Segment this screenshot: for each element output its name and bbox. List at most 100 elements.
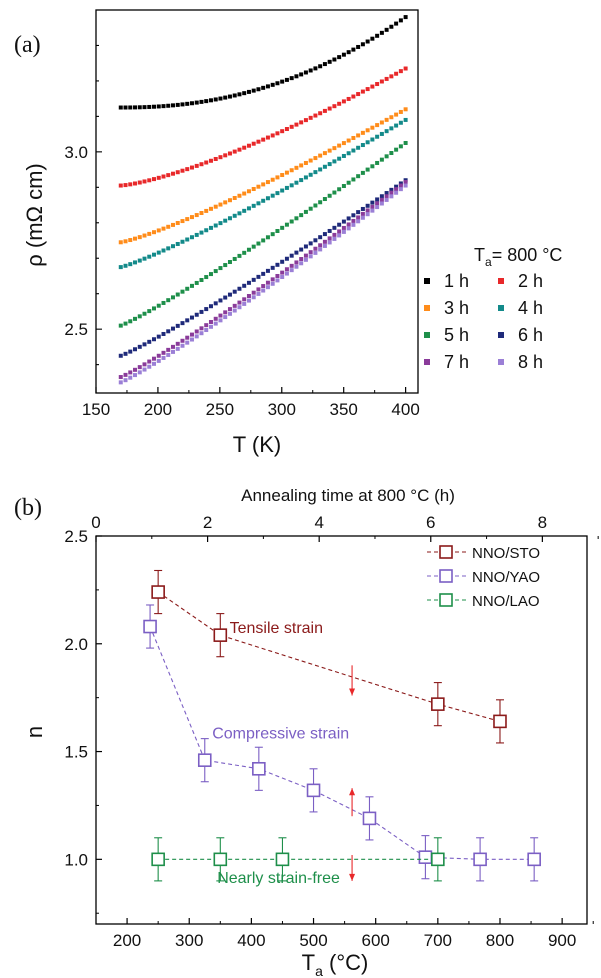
data-point — [227, 292, 232, 297]
data-point — [379, 194, 384, 199]
data-point — [256, 274, 261, 279]
data-point — [270, 277, 275, 282]
x-tick-label: 200 — [144, 400, 172, 419]
data-point — [318, 153, 323, 158]
data-point — [161, 104, 166, 109]
data-point — [322, 151, 327, 156]
data-point — [152, 230, 157, 235]
data-point — [384, 129, 389, 134]
data-point — [242, 250, 247, 255]
x-title-main: T — [302, 950, 315, 975]
data-point — [180, 239, 185, 244]
data-point — [284, 185, 289, 190]
annotation: Compressive strain — [212, 726, 349, 743]
data-point — [232, 308, 237, 313]
data-point — [197, 753, 212, 767]
x-tick-label: 400 — [237, 931, 265, 950]
data-point — [142, 311, 147, 316]
legend-marker — [424, 332, 430, 338]
data-point — [294, 216, 299, 221]
data-point — [294, 250, 299, 255]
panel-a: (a) 150 200 250 300 350 400 2.5 3.0 T (K) ρ (mΩ… — [14, 9, 563, 457]
data-point — [289, 76, 294, 81]
data-point — [199, 309, 204, 314]
data-point — [280, 79, 285, 84]
series-6h — [118, 178, 408, 358]
data-point — [341, 99, 346, 104]
x-title-sub: a — [315, 963, 323, 978]
data-point — [218, 313, 223, 318]
data-point — [232, 195, 237, 200]
x-tick-label: 900 — [548, 931, 576, 950]
data-point — [303, 70, 308, 75]
data-point — [299, 120, 304, 125]
data-point — [118, 323, 123, 328]
x-title-rest: (°C) — [323, 950, 368, 975]
data-point — [251, 141, 256, 146]
data-point — [194, 163, 199, 168]
data-point — [365, 128, 370, 133]
data-point — [332, 146, 337, 151]
data-point — [337, 229, 342, 234]
data-point — [360, 89, 365, 94]
data-point — [280, 270, 285, 275]
data-point — [170, 103, 175, 108]
data-point — [161, 331, 166, 336]
data-point — [308, 172, 313, 177]
legend-label: 1 h — [444, 271, 469, 291]
panel-b-label: (b) — [14, 495, 42, 521]
data-point — [389, 151, 394, 156]
data-point — [299, 72, 304, 77]
data-point — [123, 105, 128, 110]
data-point — [261, 198, 266, 203]
data-point — [133, 373, 138, 378]
data-point — [379, 131, 384, 136]
data-point — [337, 101, 342, 106]
arrow-head — [349, 688, 356, 696]
data-point — [294, 264, 299, 269]
data-point — [346, 216, 351, 221]
data-point — [284, 267, 289, 272]
data-point — [270, 265, 275, 270]
data-point — [337, 156, 342, 161]
data-point — [242, 91, 247, 96]
panel-b-y-axis-title: n — [22, 726, 47, 738]
data-point — [346, 226, 351, 231]
data-point — [289, 263, 294, 268]
data-point — [313, 246, 318, 251]
legend-label: 3 h — [444, 298, 469, 318]
annotation: Tensile strain — [230, 620, 323, 637]
data-point — [365, 140, 370, 145]
data-point — [204, 160, 209, 165]
data-point — [356, 92, 361, 97]
arrow-head — [349, 873, 356, 881]
data-point — [142, 367, 147, 372]
data-point — [303, 175, 308, 180]
data-point — [252, 761, 266, 776]
legend-title-rest: = 800 °C — [492, 245, 563, 265]
data-point — [123, 183, 128, 188]
data-point — [379, 120, 384, 125]
data-point — [256, 291, 261, 296]
data-point — [237, 211, 242, 216]
data-point — [398, 144, 403, 149]
legend-label: 4 h — [518, 298, 543, 318]
data-point — [398, 18, 403, 23]
data-point — [370, 208, 375, 213]
data-point — [147, 254, 152, 259]
data-point — [170, 344, 175, 349]
panel-b-x-axis-title: Ta (°C) — [302, 950, 369, 978]
data-point — [208, 304, 213, 309]
data-point — [275, 175, 280, 180]
data-point — [232, 303, 237, 308]
data-point — [204, 208, 209, 213]
data-point — [351, 222, 356, 227]
legend-label: NNO/STO — [472, 545, 540, 562]
legend-marker — [498, 332, 504, 338]
data-point — [270, 193, 275, 198]
data-point — [137, 105, 142, 110]
data-point — [242, 145, 247, 150]
data-point — [123, 351, 128, 356]
data-point — [152, 356, 157, 361]
data-point — [133, 347, 138, 352]
